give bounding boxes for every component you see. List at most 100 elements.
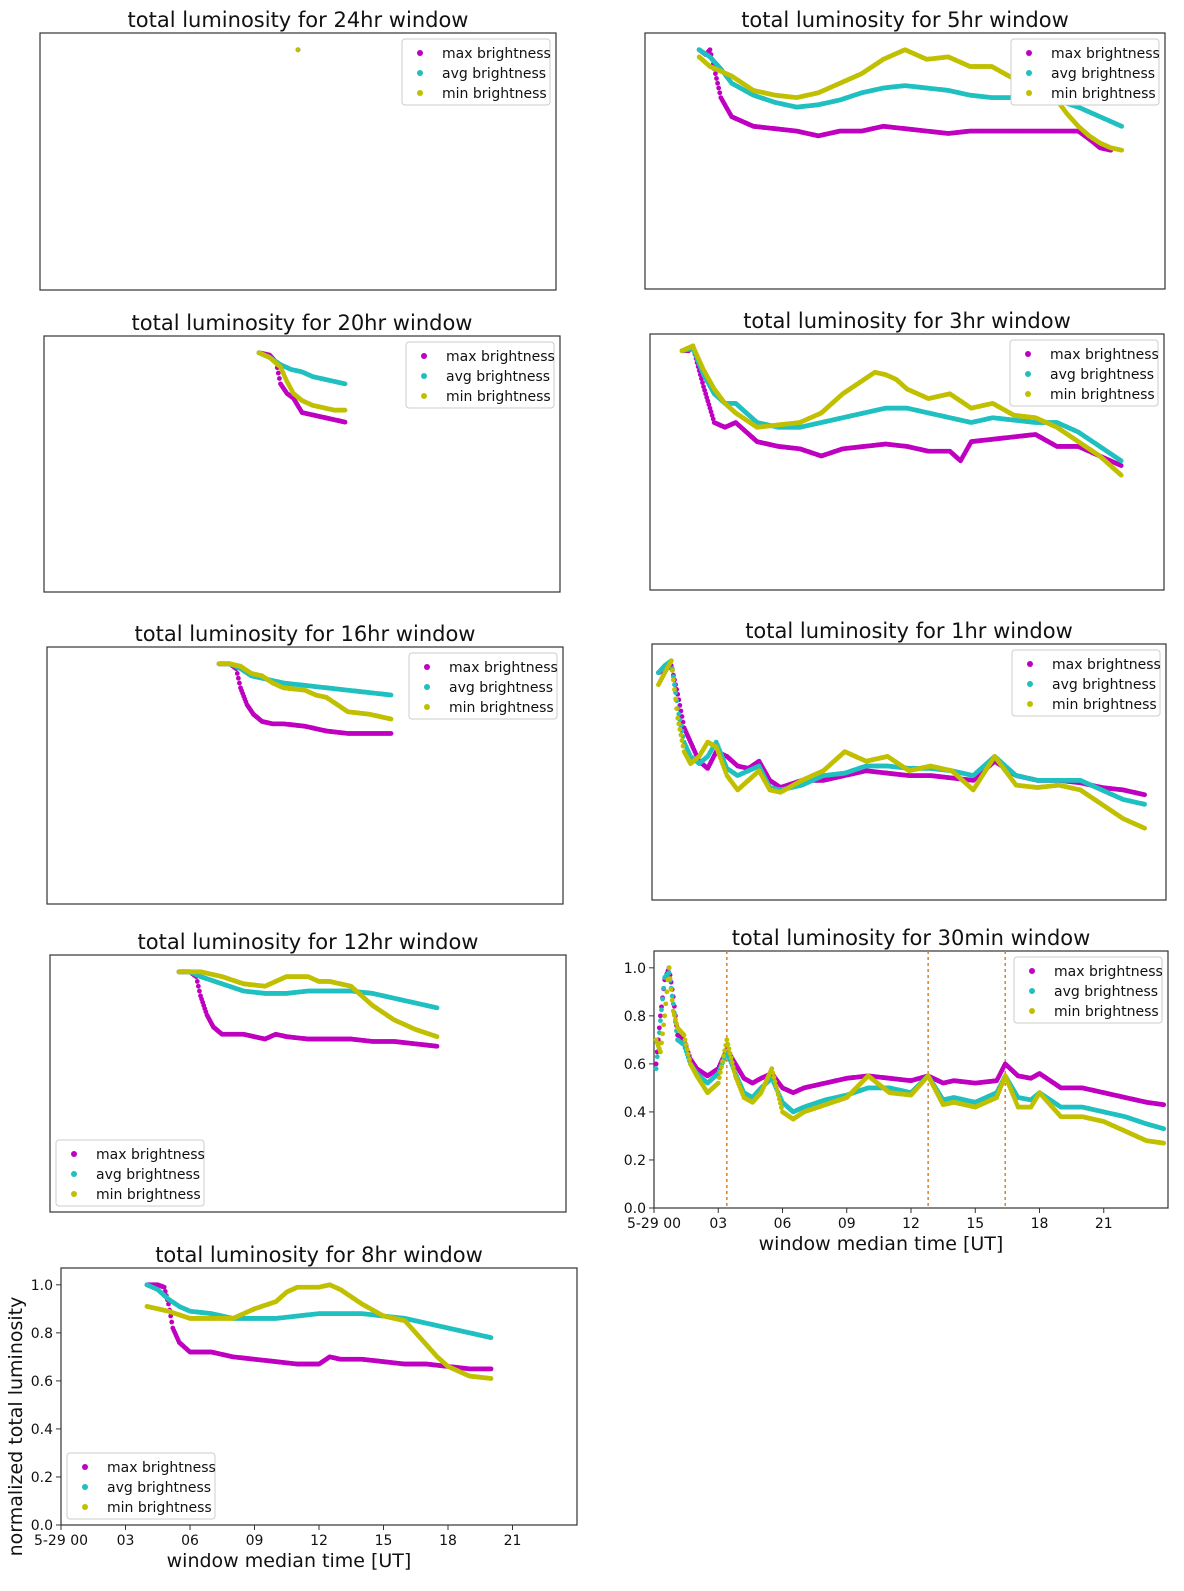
legend: max brightness avg brightness min brightne… <box>1009 339 1159 407</box>
data-point-max <box>237 680 242 686</box>
legend-box <box>1010 38 1160 106</box>
data-point-max <box>717 90 723 96</box>
data-point-max <box>194 979 200 984</box>
data-point-min <box>342 407 348 413</box>
legend-marker-min <box>1025 391 1031 397</box>
legend-label-min: min brightness <box>1051 86 1156 102</box>
legend-label-avg: avg brightness <box>442 66 546 82</box>
chart-title: total luminosity for 1hr window <box>745 619 1073 643</box>
legend-marker-avg <box>417 70 423 76</box>
data-point-min <box>295 47 301 53</box>
plot-frame <box>644 32 1166 290</box>
data-point-max <box>707 47 713 53</box>
chart-title: total luminosity for 3hr window <box>743 309 1071 333</box>
series-max <box>696 47 1114 153</box>
data-point-max <box>197 988 202 994</box>
legend-label-max: max brightness <box>1051 46 1160 62</box>
legend-label-max: max brightness <box>442 46 551 62</box>
data-point-max <box>1118 463 1124 468</box>
data-point-max <box>342 419 348 425</box>
data-point-avg <box>672 682 677 688</box>
data-point-max <box>715 80 720 86</box>
data-point-max <box>275 370 281 376</box>
legend-label-avg: avg brightness <box>1050 367 1154 383</box>
legend-label-min: min brightness <box>1050 387 1155 403</box>
chart-title: total luminosity for 20hr window <box>132 311 473 335</box>
legend-marker-avg <box>421 373 427 379</box>
plot-frame <box>649 333 1165 591</box>
data-point-max <box>277 376 282 381</box>
legend-label-max: max brightness <box>446 349 555 365</box>
data-point-min <box>388 716 394 722</box>
legend-marker-max <box>1027 661 1033 667</box>
chart-title: total luminosity for 16hr window <box>135 622 476 646</box>
legend-label-avg: avg brightness <box>1051 66 1155 82</box>
legend-label-max: max brightness <box>1052 657 1161 673</box>
legend-label-min: min brightness <box>449 700 554 716</box>
data-point-min <box>673 696 678 702</box>
legend-marker-min <box>417 90 423 96</box>
data-point-min <box>675 715 681 721</box>
data-point-max <box>700 380 705 386</box>
legend-marker-avg <box>1025 371 1031 377</box>
data-point-min <box>669 667 675 673</box>
data-point-min <box>679 738 685 743</box>
data-point-max <box>195 983 201 989</box>
chart-title: total luminosity for 12hr window <box>138 930 479 954</box>
data-point-max <box>714 76 719 81</box>
legend-label-min: min brightness <box>1052 697 1157 713</box>
data-point-avg <box>1118 458 1124 464</box>
legend-label-min: min brightness <box>442 86 547 102</box>
legend-marker-avg <box>1026 70 1032 76</box>
data-point-min <box>668 658 674 664</box>
legend-label-avg: avg brightness <box>449 680 553 696</box>
chart-panel-20hr: total luminosity for 20hr window max brig… <box>43 311 561 593</box>
data-point-max <box>434 1043 440 1049</box>
data-point-min <box>680 743 686 749</box>
legend-marker-max <box>1026 50 1032 56</box>
data-point-avg <box>388 692 394 698</box>
data-point-min <box>1119 147 1125 153</box>
series-min <box>295 47 301 53</box>
legend-box <box>405 341 555 409</box>
legend-marker-max <box>421 353 427 359</box>
legend: max brightness avg brightness min brightne… <box>401 38 551 106</box>
chart-panel-24hr: total luminosity for 24hr window max brig… <box>39 8 557 291</box>
data-point-min <box>671 677 676 683</box>
data-point-max <box>234 671 240 676</box>
chart-panel-5hr: total luminosity for 5hr window max brigh… <box>644 8 1166 290</box>
legend-marker-min <box>421 393 427 399</box>
chart-panel-16hr: total luminosity for 16hr window max brig… <box>46 622 564 905</box>
data-point-min <box>672 687 677 692</box>
legend: max brightness avg brightness min brightne… <box>405 341 555 409</box>
data-point-min <box>1118 472 1124 478</box>
legend-label-avg: avg brightness <box>446 369 550 385</box>
data-point-min <box>674 706 680 711</box>
legend: max brightness avg brightness min brightne… <box>1010 38 1160 106</box>
plot-frame <box>43 335 561 593</box>
data-point-max <box>235 675 241 681</box>
data-point-min <box>676 721 682 727</box>
series-max <box>256 350 348 425</box>
data-point-max <box>713 71 718 77</box>
chart-title: total luminosity for 5hr window <box>741 8 1069 32</box>
data-point-avg <box>342 381 348 387</box>
legend-marker-min <box>424 704 430 710</box>
legend-marker-avg <box>424 684 430 690</box>
data-point-max <box>716 85 722 91</box>
legend-label-min: min brightness <box>446 389 551 405</box>
data-point-avg <box>1142 801 1147 807</box>
chart-title: total luminosity for 24hr window <box>128 8 469 32</box>
chart-panel-3hr: total luminosity for 3hr window max brigh… <box>649 309 1165 591</box>
legend-label-max: max brightness <box>1050 347 1159 363</box>
legend-marker-max <box>1025 351 1031 357</box>
legend-box <box>401 38 551 106</box>
data-point-avg <box>1119 123 1125 129</box>
legend-marker-min <box>1027 701 1033 707</box>
data-point-min <box>678 732 684 738</box>
legend-marker-max <box>417 50 423 56</box>
legend-label-max: max brightness <box>449 660 558 676</box>
